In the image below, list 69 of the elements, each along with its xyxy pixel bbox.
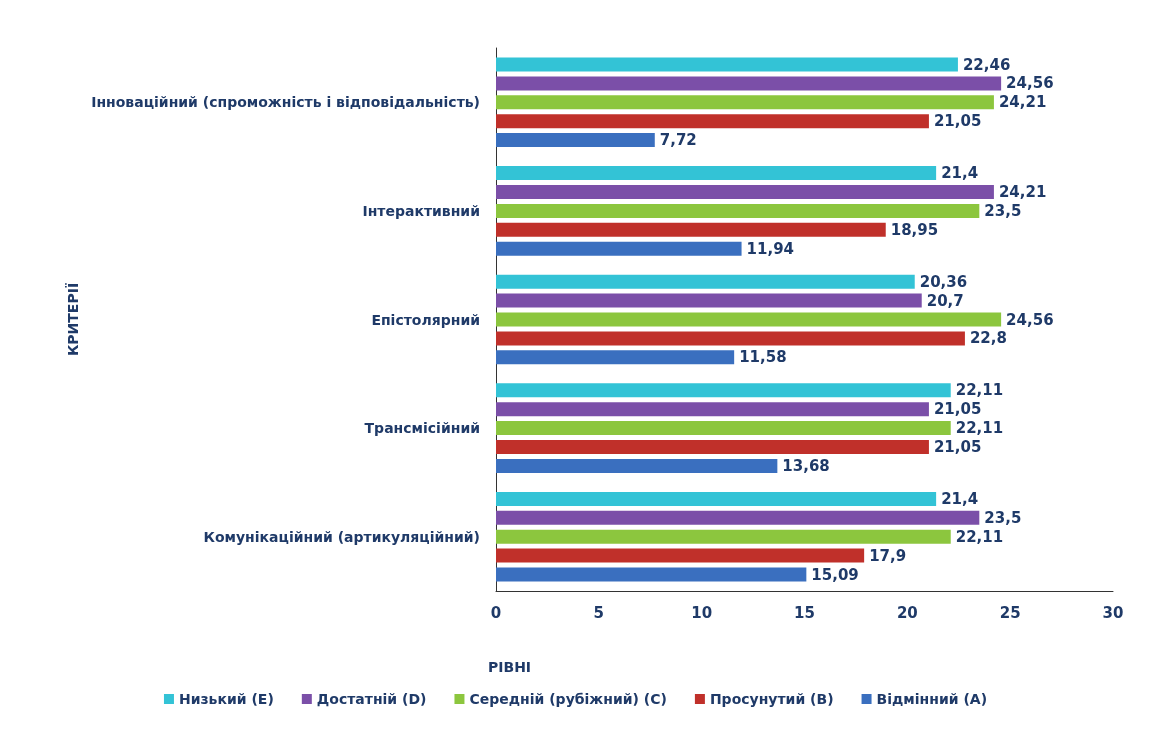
data-label: 22,8 bbox=[969, 329, 1007, 348]
y-tick-label: Трансмісійний bbox=[364, 420, 480, 437]
y-axis-title: КРИТЕРІЇ bbox=[65, 282, 82, 357]
bar bbox=[496, 548, 865, 563]
bar bbox=[496, 166, 937, 181]
data-label: 17,9 bbox=[869, 546, 907, 565]
bar bbox=[496, 76, 1002, 91]
data-label: 21,4 bbox=[941, 164, 979, 183]
data-label: 20,7 bbox=[926, 291, 964, 310]
legend-label: Низький (E) bbox=[178, 691, 274, 707]
legend-label: Достатній (D) bbox=[316, 691, 427, 707]
data-label: 24,21 bbox=[998, 183, 1047, 201]
bar bbox=[496, 114, 929, 129]
bar bbox=[496, 402, 929, 417]
y-tick-label: Інноваційний (спроможність і відповідальність) bbox=[91, 94, 480, 111]
legend-label: Просунутий (B) bbox=[709, 691, 834, 707]
bar bbox=[496, 510, 980, 525]
data-label: 24,56 bbox=[1006, 310, 1054, 329]
x-tick-label: 5 bbox=[593, 603, 605, 622]
data-label: 24,21 bbox=[998, 93, 1047, 112]
data-label: 13,68 bbox=[782, 456, 830, 475]
x-tick-label: 20 bbox=[896, 603, 918, 622]
bar bbox=[496, 95, 994, 110]
bar bbox=[496, 458, 778, 473]
data-label: 7,72 bbox=[659, 131, 697, 150]
data-label: 21,05 bbox=[933, 438, 982, 456]
data-label: 11,94 bbox=[746, 239, 795, 258]
bar bbox=[496, 421, 951, 436]
legend-label: Відмінний (A) bbox=[876, 691, 988, 707]
x-tick-label: 15 bbox=[794, 603, 815, 622]
bar bbox=[496, 383, 951, 398]
data-label: 22,11 bbox=[955, 419, 1004, 438]
bar bbox=[496, 203, 980, 218]
bar bbox=[496, 312, 1002, 327]
bar bbox=[496, 274, 915, 289]
x-tick-label: 10 bbox=[691, 603, 713, 622]
data-label: 11,58 bbox=[739, 348, 787, 367]
data-label: 21,05 bbox=[933, 112, 982, 131]
data-label: 23,5 bbox=[984, 508, 1022, 527]
legend-label: Середній (рубіжний) (C) bbox=[469, 691, 667, 707]
bar bbox=[496, 293, 922, 308]
y-tick-label: Комунікаційний (артикуляційний) bbox=[203, 528, 480, 545]
data-label: 18,95 bbox=[890, 220, 939, 239]
bar bbox=[496, 331, 965, 346]
y-tick-label: Епістолярний bbox=[371, 311, 480, 328]
bar bbox=[496, 350, 735, 365]
bar bbox=[496, 567, 807, 582]
data-label: 22,11 bbox=[955, 381, 1004, 400]
y-tick-label: Інтерактивний bbox=[362, 202, 480, 219]
bar bbox=[496, 57, 958, 72]
bar bbox=[496, 222, 886, 237]
data-label: 23,5 bbox=[984, 201, 1022, 220]
data-label: 20,36 bbox=[919, 272, 968, 291]
bar bbox=[496, 529, 951, 544]
x-tick-label: 0 bbox=[490, 603, 502, 622]
x-tick-label: 25 bbox=[999, 603, 1021, 622]
bar bbox=[496, 241, 742, 256]
data-label: 15,09 bbox=[811, 565, 859, 584]
bar bbox=[496, 491, 937, 506]
data-label: 21,05 bbox=[933, 400, 982, 419]
data-label: 22,46 bbox=[962, 55, 1011, 74]
bar bbox=[496, 133, 655, 148]
data-label: 24,56 bbox=[1006, 74, 1054, 93]
x-tick-label: 30 bbox=[1102, 603, 1124, 622]
bar bbox=[496, 185, 994, 199]
data-label: 21,4 bbox=[941, 489, 979, 508]
data-label: 22,11 bbox=[955, 527, 1004, 546]
bar bbox=[496, 440, 929, 454]
x-axis-title: РІВНІ bbox=[488, 659, 532, 675]
